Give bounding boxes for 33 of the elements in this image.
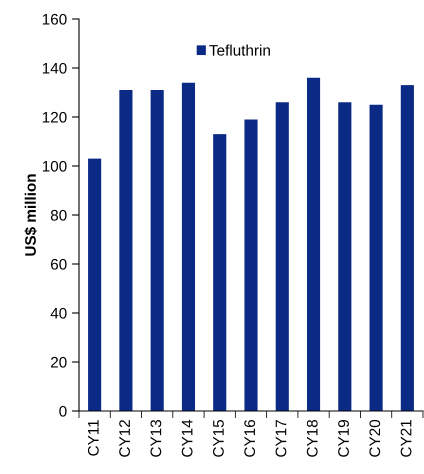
- bar: [338, 102, 352, 411]
- legend-label: Tefluthrin: [209, 44, 270, 56]
- y-tick-label: 140: [42, 62, 67, 74]
- y-axis-title: US$ million: [24, 174, 37, 256]
- bar: [150, 90, 164, 411]
- bar: [119, 90, 132, 411]
- bar: [400, 85, 414, 411]
- y-tick-label: 60: [50, 258, 67, 270]
- x-tick-label: CY17: [276, 420, 286, 457]
- x-tick-label: CY11: [88, 420, 99, 456]
- x-tick-label: CY13: [150, 420, 162, 457]
- x-tick-label: CY12: [119, 420, 130, 457]
- bar: [244, 119, 258, 411]
- bar: [182, 82, 196, 411]
- x-tick-label: CY20: [369, 420, 380, 457]
- x-tick-label: CY14: [182, 420, 193, 457]
- y-tick-label: 40: [50, 308, 67, 319]
- y-tick-label: 120: [42, 112, 67, 123]
- x-tick-label: CY18: [306, 420, 318, 457]
- x-tick-label: CY19: [338, 420, 349, 457]
- bar: [370, 104, 383, 411]
- x-tick-label: CY21: [400, 420, 412, 457]
- bar: [213, 134, 226, 411]
- y-tick-label: 80: [50, 210, 67, 221]
- y-tick-label: 160: [42, 14, 67, 25]
- x-tick-label: CY16: [244, 420, 256, 457]
- bar: [276, 102, 289, 411]
- y-tick-label: 100: [42, 160, 67, 172]
- y-tick-label: 0: [59, 406, 67, 417]
- bar: [306, 78, 320, 411]
- x-tick-label: CY15: [213, 420, 224, 457]
- y-tick-label: 20: [50, 356, 67, 368]
- bar: [88, 158, 102, 411]
